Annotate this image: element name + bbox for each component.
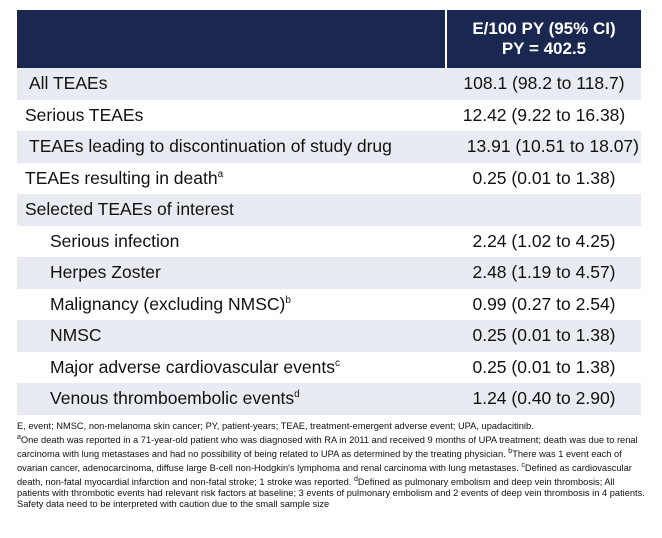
table-row-discontinuation: TEAEs leading to discontinuation of stud… <box>17 131 641 163</box>
row-value: 0.25 (0.01 to 1.38) <box>472 356 616 377</box>
footnote-marker-b: b <box>285 294 291 306</box>
footnote-sup-a: a <box>17 434 21 441</box>
row-label: Herpes Zoster <box>17 262 447 283</box>
row-label: TEAEs leading to discontinuation of stud… <box>17 136 447 157</box>
row-label: Venous thromboembolic eventsd <box>17 388 447 409</box>
footnote-sup-d: d <box>353 476 358 484</box>
row-label: Serious infection <box>17 231 447 252</box>
row-label: NMSC <box>17 325 447 346</box>
table-row-herpes-zoster: Herpes Zoster 2.48 (1.19 to 4.57) <box>17 257 641 289</box>
table-row-selected-teaes: Selected TEAEs of interest <box>17 194 641 226</box>
row-value: 2.24 (1.02 to 4.25) <box>472 230 616 251</box>
row-value: 0.25 (0.01 to 1.38) <box>472 167 616 188</box>
row-value: 13.91 (10.51 to 18.07) <box>466 136 639 157</box>
footnote-abbreviations: E, event; NMSC, non-melanoma skin cancer… <box>17 421 534 431</box>
table-row-serious-infection: Serious infection 2.24 (1.02 to 4.25) <box>17 226 641 258</box>
row-label-text: Serious TEAEs <box>25 104 144 125</box>
header-line2: PY = 402.5 <box>501 39 587 58</box>
header-blank-cell <box>17 10 445 68</box>
table-header: E/100 PY (95% CI) PY = 402.5 <box>17 10 641 68</box>
row-value: 108.1 (98.2 to 118.7) <box>463 73 625 94</box>
row-value: 12.42 (9.22 to 16.38) <box>462 104 626 125</box>
row-label-text: TEAEs resulting in death <box>25 167 218 188</box>
table-row-serious-teaes: Serious TEAEs 12.42 (9.22 to 16.38) <box>17 100 641 132</box>
row-label-text: Venous thromboembolic events <box>50 388 295 409</box>
row-label: All TEAEs <box>17 73 447 94</box>
row-label: Serious TEAEs <box>17 105 447 126</box>
table-row-death: TEAEs resulting in deatha 0.25 (0.01 to … <box>17 163 641 195</box>
footnote-marker-d: d <box>294 389 300 401</box>
row-label: Malignancy (excluding NMSC)b <box>17 294 447 315</box>
row-value: 2.48 (1.19 to 4.57) <box>472 262 616 283</box>
header-divider <box>445 10 447 68</box>
table-row-all-teaes: All TEAEs 108.1 (98.2 to 118.7) <box>17 68 641 100</box>
row-label-text: Selected TEAEs of interest <box>25 199 234 220</box>
row-label-text: Serious infection <box>50 230 180 251</box>
row-label-text: Herpes Zoster <box>50 262 161 283</box>
footnote-marker-c: c <box>335 357 340 369</box>
row-label-text: NMSC <box>50 325 102 346</box>
row-label-text: All TEAEs <box>29 73 108 94</box>
footnote-notes: aOne death was reported in a 71-year-old… <box>17 432 645 510</box>
row-label: Major adverse cardiovascular eventsc <box>17 357 447 378</box>
safety-table: E/100 PY (95% CI) PY = 402.5 All TEAEs 1… <box>17 10 641 415</box>
table-row-nmsc: NMSC 0.25 (0.01 to 1.38) <box>17 320 641 352</box>
row-label-text: Malignancy (excluding NMSC) <box>50 293 286 314</box>
row-label-text: Major adverse cardiovascular events <box>50 356 335 377</box>
footnote-note-a: One death was reported in a 71-year-old … <box>17 435 638 460</box>
header-line1: E/100 PY (95% CI) <box>472 19 616 38</box>
footnote-sup-c: c <box>521 462 525 470</box>
footnote-note-d: Defined as pulmonary embolism and deep v… <box>17 477 645 510</box>
table-row-malignancy: Malignancy (excluding NMSC)b 0.99 (0.27 … <box>17 289 641 321</box>
row-value: 0.99 (0.27 to 2.54) <box>472 293 616 314</box>
row-label: Selected TEAEs of interest <box>17 199 447 220</box>
row-label-text: TEAEs leading to discontinuation of stud… <box>29 136 392 157</box>
footnote-note-c: Defined as cardiovascular death, non-fat… <box>17 463 632 488</box>
row-value: 0.25 (0.01 to 1.38) <box>472 325 616 346</box>
row-label: TEAEs resulting in deatha <box>17 168 447 189</box>
header-value-cell: E/100 PY (95% CI) PY = 402.5 <box>447 10 641 68</box>
footnote: E, event; NMSC, non-melanoma skin cancer… <box>17 421 645 510</box>
footnote-marker-a: a <box>217 168 224 180</box>
table-row-mace: Major adverse cardiovascular eventsc 0.2… <box>17 352 641 384</box>
row-value: 1.24 (0.40 to 2.90) <box>472 388 616 409</box>
footnote-sup-b: b <box>508 448 513 456</box>
table-row-vte: Venous thromboembolic eventsd 1.24 (0.40… <box>17 383 641 415</box>
footnote-note-b: There was 1 event each of ovarian cancer… <box>17 449 622 474</box>
